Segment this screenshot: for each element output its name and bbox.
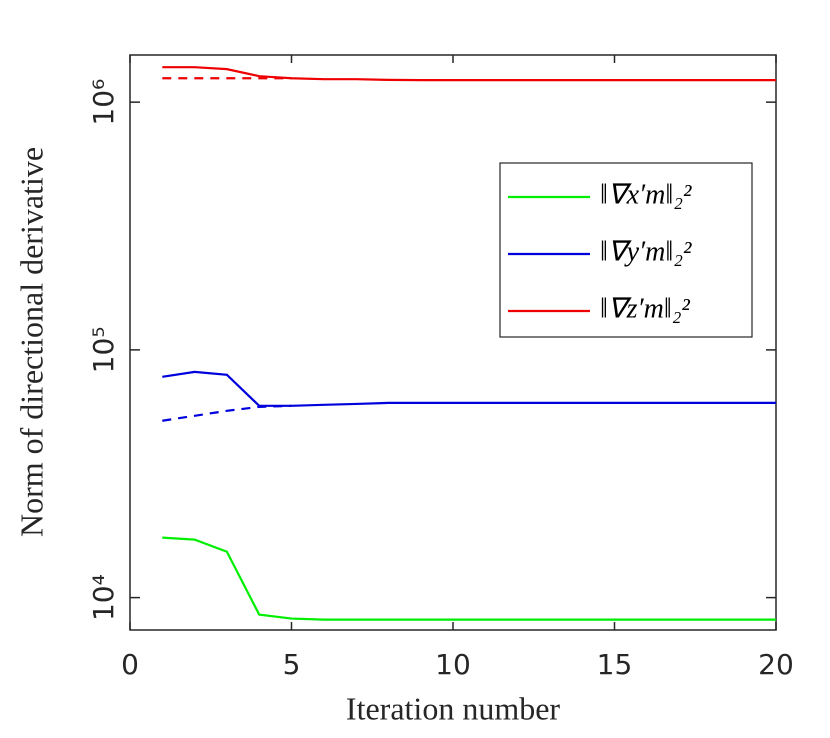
x-tick-label: 15 (597, 648, 633, 681)
legend-label: ‖∇y′m‖₂² (600, 236, 692, 267)
legend-box (499, 162, 753, 338)
y-tick-label: 10⁶ (87, 79, 120, 126)
y-tick-label: 10⁵ (87, 326, 120, 373)
dashed-line (162, 404, 292, 422)
x-axis-label: Iteration number (346, 690, 560, 726)
legend-label: ‖∇z′m‖₂² (600, 293, 690, 324)
x-tick-label: 20 (758, 648, 794, 681)
x-tick-label: 0 (121, 648, 139, 681)
plot-frame (129, 54, 777, 631)
line (162, 536, 776, 621)
x-tick-label: 10 (435, 648, 471, 681)
legend-label: ‖∇x′m‖₂² (600, 179, 692, 210)
line (162, 66, 776, 82)
x-tick-label: 5 (283, 648, 301, 681)
y-tick-label: 10⁴ (87, 574, 120, 621)
y-axis-label: Norm of directional derivative (13, 147, 49, 537)
